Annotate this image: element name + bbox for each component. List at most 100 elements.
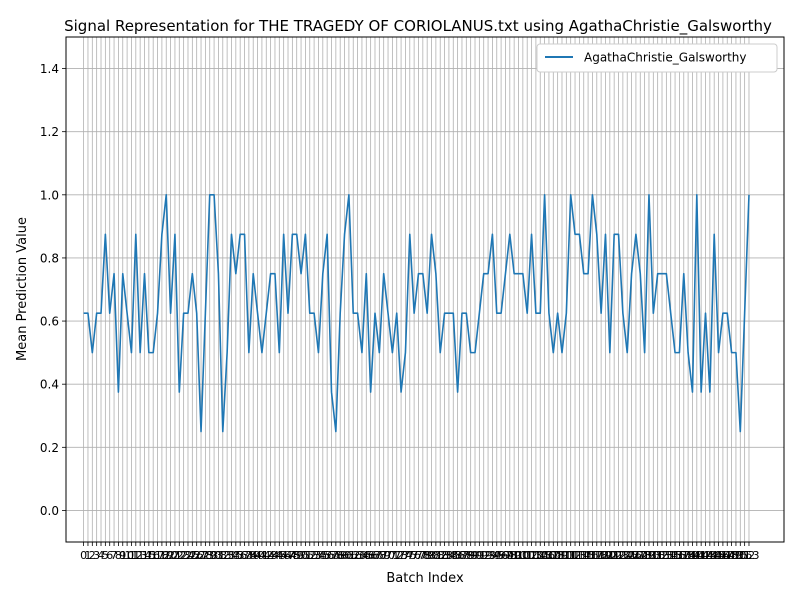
x-tick-label: 82: [433, 549, 447, 562]
y-tick-label: 0.8: [40, 251, 59, 265]
x-tick-label: 134: [656, 549, 677, 562]
x-tick-label: 27: [194, 549, 208, 562]
x-tick-label: 69: [377, 549, 391, 562]
x-tick-label: 83: [438, 549, 452, 562]
line-layer: [83, 194, 750, 433]
x-tick-label: 110: [551, 549, 572, 562]
x-tick-label: 15: [142, 549, 156, 562]
x-tick-label: 46: [277, 549, 291, 562]
x-tick-label: 124: [612, 549, 633, 562]
x-tick-label: 128: [630, 549, 651, 562]
x-tick-label: 106: [534, 549, 555, 562]
x-tick-label: 87: [455, 549, 469, 562]
x-tick-label: 145: [704, 549, 725, 562]
x-tick-label: 104: [525, 549, 546, 562]
x-tick-label: 72: [390, 549, 404, 562]
x-tick-label: 102: [517, 549, 538, 562]
x-tick-label: 20: [164, 549, 178, 562]
x-tick-label: 26: [190, 549, 204, 562]
x-tick-label: 121: [599, 549, 620, 562]
x-tick-label: 45: [272, 549, 286, 562]
x-tick-label: 38: [242, 549, 256, 562]
x-tick-label: 7: [111, 549, 118, 562]
x-tick-label: 79: [420, 549, 434, 562]
x-tick-label: 73: [394, 549, 408, 562]
x-tick-label: 25: [185, 549, 199, 562]
x-tick-label: 115: [573, 549, 594, 562]
x-tick-label: 35: [229, 549, 243, 562]
x-tick-label: 113: [565, 549, 586, 562]
x-tick-label: 108: [543, 549, 564, 562]
x-tick-label: 42: [259, 549, 273, 562]
x-tick-label: 71: [385, 549, 399, 562]
x-tick-label: 1: [84, 549, 91, 562]
x-tick-label: 2: [89, 549, 96, 562]
x-tick-label: 97: [498, 549, 512, 562]
y-tick-label: 1.2: [40, 125, 59, 139]
x-tick-label: 49: [290, 549, 304, 562]
x-tick-label: 118: [586, 549, 607, 562]
x-tick-label: 24: [181, 549, 195, 562]
x-tick-label: 76: [407, 549, 421, 562]
x-tick-label: 11: [124, 549, 138, 562]
x-tick-label: 99: [507, 549, 521, 562]
x-tick-label: 95: [490, 549, 504, 562]
x-tick-label: 144: [699, 549, 720, 562]
x-tick-label: 148: [717, 549, 738, 562]
y-axis-ticks: 0.0 0.2 0.4 0.6 0.8 1.0 1.2 1.4: [40, 62, 66, 518]
x-tick-label: 111: [556, 549, 577, 562]
plot-frame: [65, 36, 785, 543]
x-tick-label: 43: [264, 549, 278, 562]
x-tick-label: 129: [634, 549, 655, 562]
x-tick-label: 122: [604, 549, 625, 562]
x-tick-label: 39: [246, 549, 260, 562]
x-tick-label: 151: [730, 549, 751, 562]
x-tick-label: 32: [216, 549, 230, 562]
x-tick-label: 127: [625, 549, 646, 562]
x-tick-label: 36: [233, 549, 247, 562]
x-tick-label: 77: [411, 549, 425, 562]
y-tick-label: 0.6: [40, 315, 59, 329]
x-tick-label: 119: [591, 549, 612, 562]
x-tick-label: 109: [547, 549, 568, 562]
x-tick-label: 120: [595, 549, 616, 562]
y-tick-label: 0.2: [40, 441, 59, 455]
y-tick-label: 0.4: [40, 378, 59, 392]
x-tick-label: 19: [159, 549, 173, 562]
x-tick-label: 37: [238, 549, 252, 562]
x-tick-label: 143: [695, 549, 716, 562]
x-tick-label: 5: [102, 549, 109, 562]
x-tick-label: 100: [508, 549, 529, 562]
x-tick-label: 96: [494, 549, 508, 562]
x-tick-label: 89: [464, 549, 478, 562]
x-tick-label: 13: [133, 549, 147, 562]
y-axis-label: Mean Prediction Value: [15, 217, 30, 361]
x-tick-label: 34: [224, 549, 238, 562]
x-tick-label: 16: [146, 549, 160, 562]
x-tick-label: 114: [569, 549, 590, 562]
x-tick-label: 105: [530, 549, 551, 562]
x-tick-label: 51: [298, 549, 312, 562]
x-tick-label: 93: [481, 549, 495, 562]
x-tick-label: 41: [255, 549, 269, 562]
x-tick-label: 44: [268, 549, 282, 562]
x-tick-label: 74: [398, 549, 412, 562]
x-tick-label: 86: [451, 549, 465, 562]
x-tick-label: 3: [93, 549, 100, 562]
x-tick-label: 57: [324, 549, 338, 562]
x-tick-label: 28: [198, 549, 212, 562]
x-tick-label: 33: [220, 549, 234, 562]
x-tick-label: 152: [734, 549, 755, 562]
x-tick-label: 0: [80, 549, 87, 562]
x-tick-label: 64: [355, 549, 369, 562]
x-tick-label: 132: [647, 549, 668, 562]
x-tick-label: 55: [316, 549, 330, 562]
x-tick-label: 52: [303, 549, 317, 562]
x-tick-label: 88: [459, 549, 473, 562]
x-tick-label: 138: [673, 549, 694, 562]
chart-title: Signal Representation for THE TRAGEDY OF…: [64, 17, 772, 36]
x-tick-label: 116: [578, 549, 599, 562]
x-tick-label: 56: [320, 549, 334, 562]
x-tick-label: 18: [155, 549, 169, 562]
x-tick-label: 10: [120, 549, 134, 562]
